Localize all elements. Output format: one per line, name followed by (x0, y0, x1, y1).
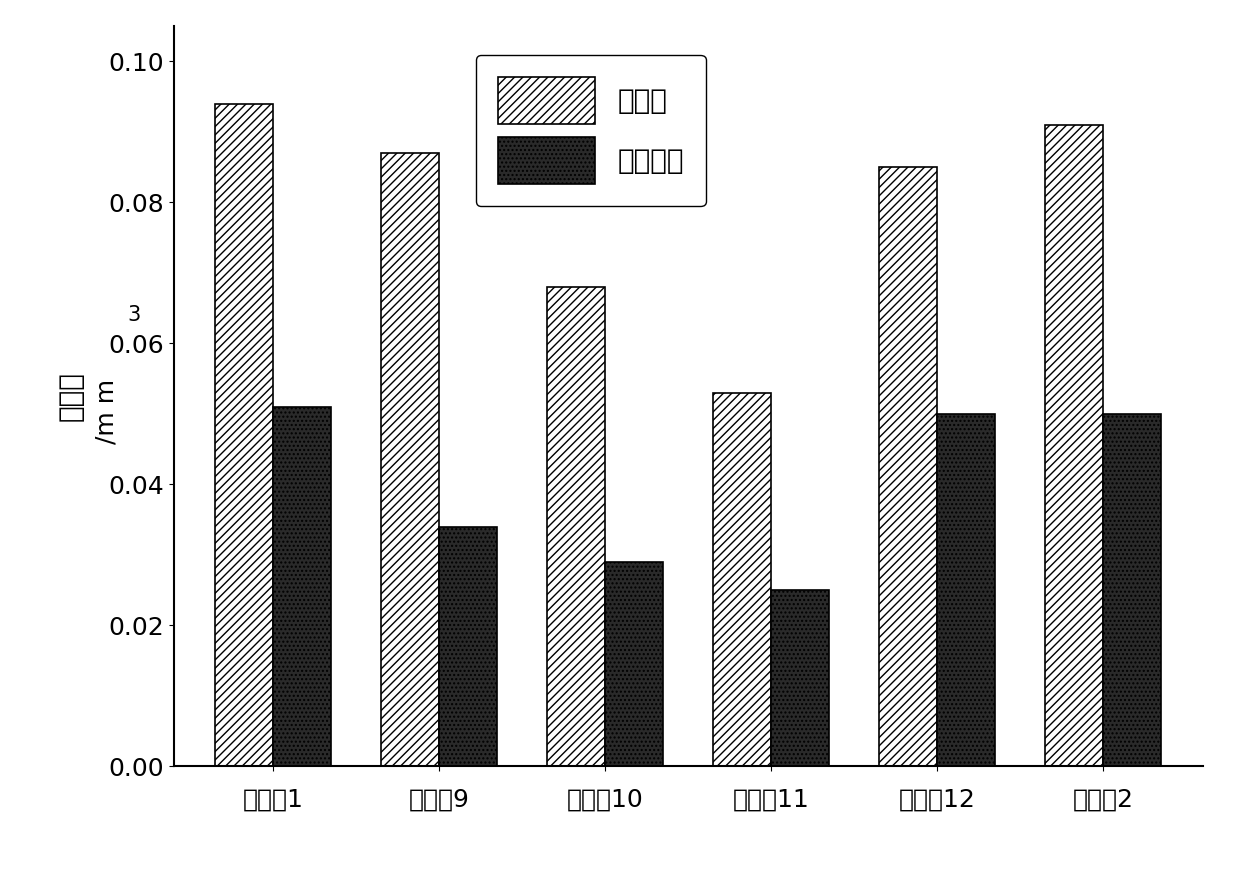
Bar (713, 393, 771, 766)
Text: 磨损量: 磨损量 (57, 371, 84, 422)
Bar (771, 591, 830, 766)
Bar (879, 167, 937, 766)
Bar (937, 414, 996, 766)
Bar (547, 287, 605, 766)
Bar (273, 407, 331, 766)
Bar (1045, 125, 1104, 766)
Text: /m m: /m m (94, 379, 119, 443)
Bar (381, 153, 439, 766)
Legend: 干摩擦, 海水环境: 干摩擦, 海水环境 (476, 55, 706, 206)
Bar (215, 104, 273, 766)
Bar (439, 527, 497, 766)
Bar (605, 562, 663, 766)
Bar (1104, 414, 1162, 766)
Text: 3: 3 (128, 305, 141, 325)
